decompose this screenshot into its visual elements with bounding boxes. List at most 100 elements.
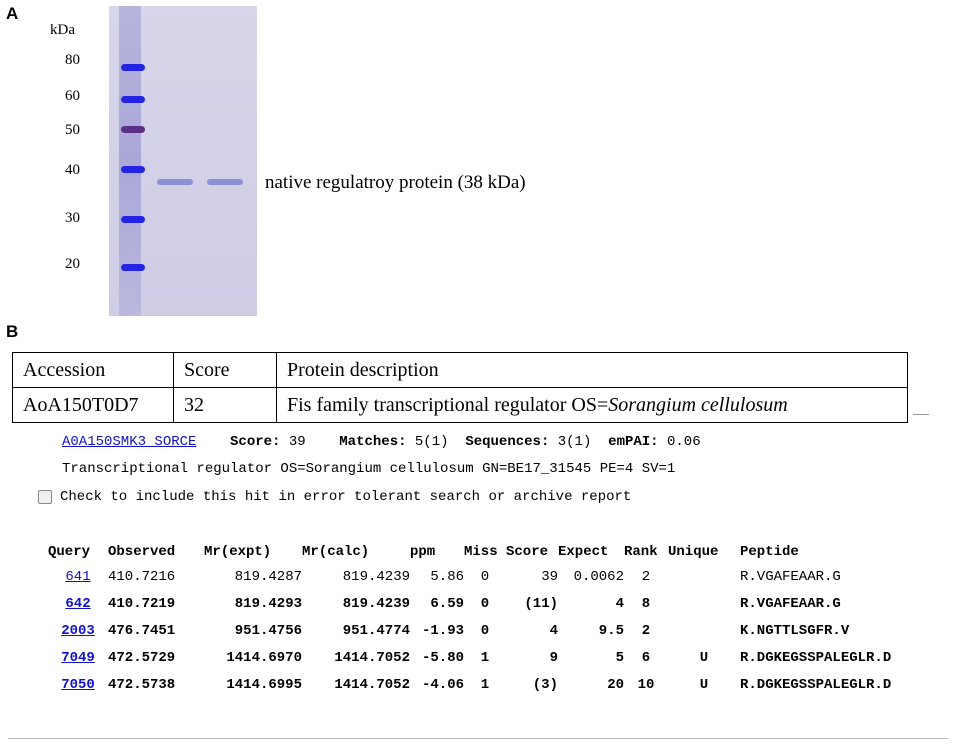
rank-cell: 6	[641, 649, 651, 666]
mr-calc-cell: 819.4239	[342, 595, 410, 612]
miss-cell: 0	[480, 595, 490, 612]
sample-band-1	[157, 179, 193, 185]
mr-calc-cell: 819.4239	[342, 568, 410, 585]
peptide-cell: R.DGKEGSSPALEGLR.D	[740, 676, 892, 693]
include-hit-checkbox[interactable]	[38, 490, 52, 504]
mr-expt-cell: 1414.6970	[226, 649, 302, 666]
bottom-divider	[8, 738, 948, 739]
col-score: Score	[506, 544, 549, 560]
col-expect: Expect	[558, 544, 609, 560]
peptide-row: 7050 472.5738 1414.6995 1414.7052 -4.06 …	[48, 671, 920, 698]
query-link[interactable]: 7049	[61, 649, 95, 666]
unique-cell	[668, 617, 740, 644]
matches-label: Matches:	[339, 434, 407, 450]
peptide-row: 642 410.7219 819.4293 819.4239 6.59 0 (1…	[48, 590, 920, 617]
col-mr-expt: Mr(expt)	[204, 544, 272, 560]
score-cell: 9	[549, 649, 558, 666]
panel-a-label: A	[6, 4, 19, 23]
score-label: Score:	[230, 434, 281, 450]
hit-accession-link[interactable]: A0A150SMK3_SORCE	[62, 434, 197, 450]
unique-cell: U	[699, 676, 709, 693]
miss-cell: 1	[480, 676, 490, 693]
header-score: Score	[173, 352, 277, 388]
mw-label-30: 30	[65, 210, 80, 226]
marker-band-20	[121, 264, 145, 271]
cell-score: 32	[173, 387, 277, 423]
peptide-cell: R.VGAFEAAR.G	[740, 568, 841, 585]
score-cell: (11)	[524, 595, 558, 612]
query-link[interactable]: 2003	[61, 622, 95, 639]
mr-expt-cell: 1414.6995	[226, 676, 302, 693]
kda-unit-label: kDa	[50, 22, 75, 38]
cell-accession: AoA150T0D7	[12, 387, 174, 423]
expect-cell: 0.0062	[573, 568, 624, 585]
peptide-table-header: Query Observed Mr(expt) Mr(calc) ppm Mis…	[48, 541, 920, 563]
mw-label-60: 60	[65, 88, 80, 104]
mw-label-40: 40	[65, 162, 80, 178]
peptide-cell: R.DGKEGSSPALEGLR.D	[740, 649, 892, 666]
observed-cell: 472.5729	[108, 649, 176, 666]
panel-b-label: B	[6, 322, 19, 341]
sequences-label: Sequences:	[465, 434, 550, 450]
peptide-cell: R.VGAFEAAR.G	[740, 595, 841, 612]
sequences-value: 3(1)	[557, 434, 592, 450]
query-link[interactable]: 641	[65, 568, 91, 585]
mr-calc-cell: 1414.7052	[334, 649, 410, 666]
observed-cell: 410.7219	[108, 595, 176, 612]
marker-band-40	[121, 166, 145, 173]
header-accession: Accession	[12, 352, 174, 388]
col-rank: Rank	[624, 544, 658, 560]
band-annotation: native regulatroy protein (38 kDa)	[265, 172, 526, 193]
marker-band-60	[121, 96, 145, 103]
marker-band-50	[121, 126, 145, 133]
mw-label-80: 80	[65, 52, 80, 68]
accession-table-row: AoA150T0D7 32 Fis family transcriptional…	[12, 387, 908, 423]
unique-cell: U	[699, 649, 709, 666]
query-link[interactable]: 642	[65, 595, 91, 612]
miss-cell: 0	[480, 568, 490, 585]
cell-protein-description: Fis family transcriptional regulator OS=…	[276, 387, 908, 423]
score-cell: 4	[549, 622, 558, 639]
accession-table: Accession Score Protein description AoA1…	[12, 352, 908, 423]
miss-cell: 0	[480, 622, 490, 639]
observed-cell: 476.7451	[108, 622, 176, 639]
rank-cell: 8	[641, 595, 651, 612]
query-link[interactable]: 7050	[61, 676, 95, 693]
observed-cell: 472.5738	[108, 676, 176, 693]
marker-lane	[119, 6, 141, 316]
mw-label-20: 20	[65, 256, 80, 272]
marker-band-80	[121, 64, 145, 71]
observed-cell: 410.7216	[108, 568, 176, 585]
ppm-cell: 6.59	[430, 595, 464, 612]
mr-expt-cell: 819.4287	[234, 568, 302, 585]
mr-calc-cell: 1414.7052	[334, 676, 410, 693]
marker-band-30	[121, 216, 145, 223]
col-observed: Observed	[108, 544, 176, 560]
score-value: 39	[288, 434, 306, 450]
ppm-cell: -4.06	[421, 676, 464, 693]
miss-cell: 1	[480, 649, 490, 666]
peptide-row: 2003 476.7451 951.4756 951.4774 -1.93 0 …	[48, 617, 920, 644]
rank-cell: 2	[641, 568, 651, 585]
empai-value: 0.06	[667, 434, 701, 450]
expect-cell: 20	[607, 676, 624, 693]
rank-cell: 2	[641, 622, 651, 639]
rank-cell: 10	[637, 676, 655, 693]
ppm-cell: -5.80	[421, 649, 464, 666]
sds-page-gel-image	[109, 6, 257, 316]
description-prefix: Fis family transcriptional regulator OS=	[287, 393, 609, 416]
expect-cell: 9.5	[598, 622, 624, 639]
col-peptide: Peptide	[740, 544, 799, 560]
peptide-row: 641 410.7216 819.4287 819.4239 5.86 0 39…	[48, 563, 920, 590]
score-cell: (3)	[532, 676, 558, 693]
peptide-table: Query Observed Mr(expt) Mr(calc) ppm Mis…	[48, 541, 920, 698]
description-species: Sorangium cellulosum	[608, 393, 788, 416]
hit-summary-line: A0A150SMK3_SORCE Score: 39 Matches: 5(1)…	[62, 434, 701, 450]
col-mr-calc: Mr(calc)	[302, 544, 370, 560]
peptide-cell: K.NGTTLSGFR.V	[740, 622, 850, 639]
expect-cell: 5	[615, 649, 624, 666]
matches-value: 5(1)	[414, 434, 449, 450]
unique-cell	[668, 590, 740, 617]
mr-calc-cell: 951.4774	[342, 622, 410, 639]
include-hit-label: Check to include this hit in error toler…	[60, 489, 632, 505]
